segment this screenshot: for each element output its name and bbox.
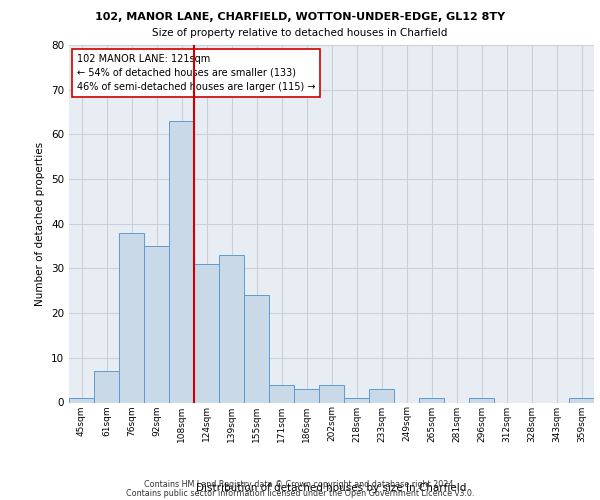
Bar (94, 371, 119, 402)
Y-axis label: Number of detached properties: Number of detached properties (35, 142, 46, 306)
Bar (294, 389, 319, 402)
Bar (144, 246, 169, 402)
Bar (244, 295, 269, 403)
Bar (569, 398, 594, 402)
Bar (269, 384, 294, 402)
Text: Contains HM Land Registry data © Crown copyright and database right 2024.: Contains HM Land Registry data © Crown c… (144, 480, 456, 489)
Bar (119, 232, 144, 402)
Bar (219, 255, 244, 402)
Bar (319, 384, 344, 402)
Bar (369, 389, 394, 402)
Bar (344, 398, 369, 402)
Bar (469, 398, 494, 402)
Text: 102 MANOR LANE: 121sqm
← 54% of detached houses are smaller (133)
46% of semi-de: 102 MANOR LANE: 121sqm ← 54% of detached… (77, 54, 316, 92)
Bar (419, 398, 444, 402)
Bar (169, 121, 194, 402)
Text: 102, MANOR LANE, CHARFIELD, WOTTON-UNDER-EDGE, GL12 8TY: 102, MANOR LANE, CHARFIELD, WOTTON-UNDER… (95, 12, 505, 22)
X-axis label: Distribution of detached houses by size in Charfield: Distribution of detached houses by size … (196, 484, 467, 494)
Text: Contains public sector information licensed under the Open Government Licence v3: Contains public sector information licen… (126, 489, 474, 498)
Text: Size of property relative to detached houses in Charfield: Size of property relative to detached ho… (152, 28, 448, 38)
Bar (194, 264, 219, 402)
Bar (69, 398, 94, 402)
